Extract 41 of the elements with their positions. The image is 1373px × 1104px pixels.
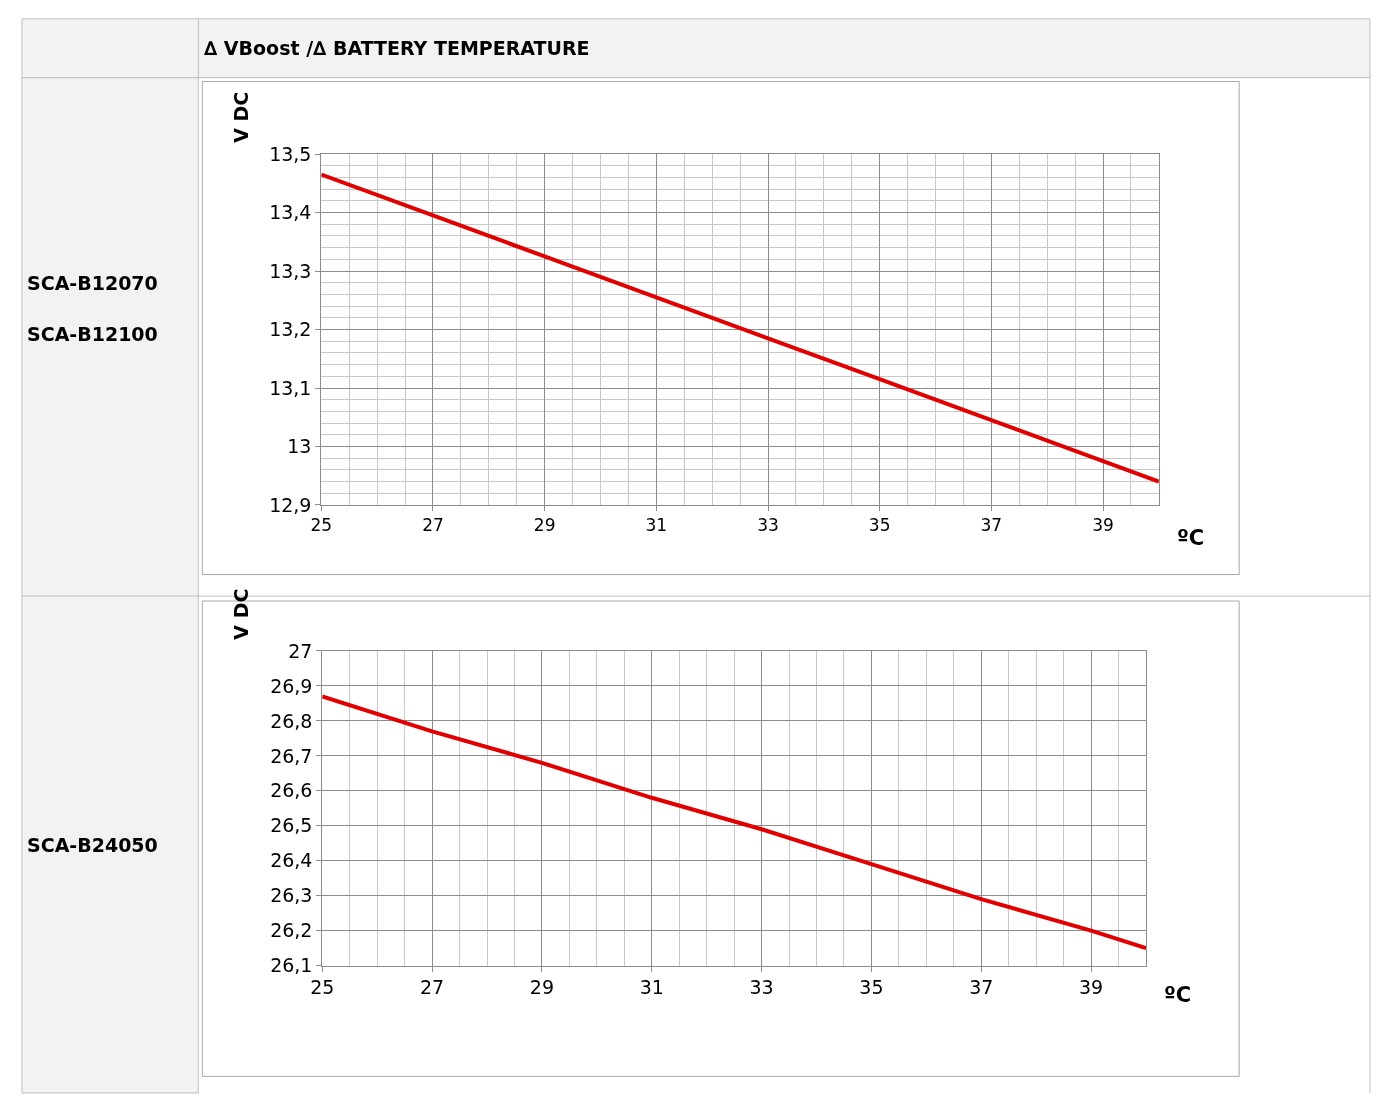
x-tick-label: 25 bbox=[310, 976, 335, 999]
y-tick-label: 13,2 bbox=[269, 318, 312, 341]
x-tick-label: 33 bbox=[749, 976, 774, 999]
y-tick-label: 13,1 bbox=[269, 376, 312, 399]
y-tick-label: 26,7 bbox=[270, 744, 313, 767]
x-tick-label: 31 bbox=[645, 515, 668, 536]
x-tick-label: 35 bbox=[868, 515, 891, 536]
y-tick-label: 26,5 bbox=[270, 814, 313, 837]
y-tick-label: 26,2 bbox=[270, 919, 313, 942]
x-tick-label: 37 bbox=[969, 976, 994, 999]
y-tick-label: 13 bbox=[287, 435, 312, 458]
x-tick-label: 29 bbox=[533, 515, 556, 536]
text: SCA-B12070 bbox=[27, 272, 158, 294]
x-tick-label: 35 bbox=[859, 976, 884, 999]
x-axis-title: ºC bbox=[1177, 526, 1205, 550]
x-tick-label: 33 bbox=[757, 515, 779, 536]
x-axis-title: ºC bbox=[1164, 983, 1192, 1007]
x-tick-label: 27 bbox=[422, 515, 444, 536]
x-tick-label: 37 bbox=[980, 515, 1003, 536]
x-tick-label: 39 bbox=[1078, 976, 1104, 999]
x-tick-label: 39 bbox=[1092, 515, 1114, 536]
chart-title: ∆ VBoost /∆ BATTERY TEMPERATURE bbox=[204, 37, 590, 59]
y-tick-label: 26,9 bbox=[270, 674, 313, 697]
y-tick-label: 13,5 bbox=[269, 142, 312, 165]
y-tick-label: 13,4 bbox=[269, 201, 312, 224]
y-tick-label: 26,3 bbox=[270, 884, 313, 907]
y-tick-label: 26,8 bbox=[270, 709, 313, 732]
y-tick-label: 27 bbox=[288, 639, 313, 662]
x-tick-label: 27 bbox=[420, 976, 445, 999]
y-tick-label: 26,4 bbox=[270, 849, 313, 872]
x-tick-label: 29 bbox=[529, 976, 555, 999]
text: SCA-B24050 bbox=[27, 834, 158, 856]
y-axis-title: V DC bbox=[230, 588, 253, 640]
text: SCA-B12100 bbox=[27, 323, 158, 345]
y-axis-title: V DC bbox=[230, 91, 253, 143]
y-tick-label: 26,1 bbox=[270, 954, 313, 977]
x-tick-label: 31 bbox=[639, 976, 664, 999]
y-tick-label: 13,3 bbox=[269, 259, 312, 282]
y-tick-label: 12,9 bbox=[269, 493, 312, 516]
x-tick-label: 25 bbox=[310, 515, 333, 536]
y-tick-label: 26,6 bbox=[270, 779, 313, 802]
